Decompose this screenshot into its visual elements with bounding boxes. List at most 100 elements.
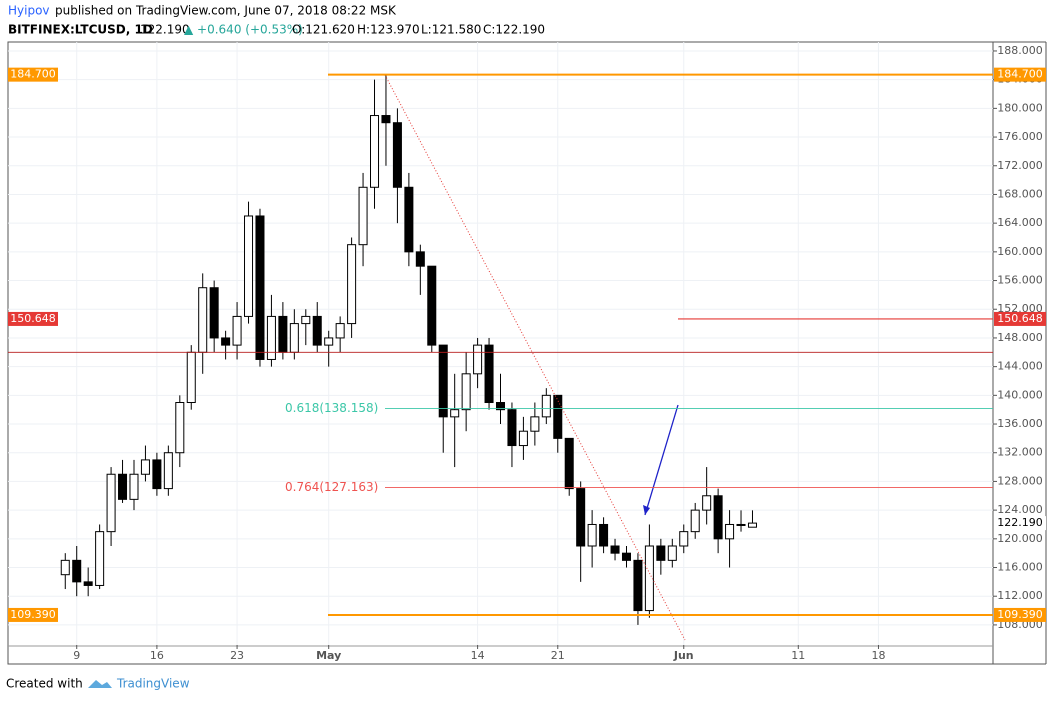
level-badge xyxy=(994,67,1046,82)
last-price-label: 122.190 xyxy=(997,516,1043,529)
author: Hyipov xyxy=(8,4,50,18)
logo xyxy=(88,680,112,688)
candle-body xyxy=(83,581,93,586)
level-label: 150.648 xyxy=(997,312,1043,325)
y-tick-label: 148.000 xyxy=(997,331,1043,344)
y-tick-label: 124.000 xyxy=(997,503,1043,516)
candle-body xyxy=(415,251,425,267)
ohlc-high: H:123.970 xyxy=(357,23,420,37)
y-tick-label: 136.000 xyxy=(997,417,1043,430)
candle-body xyxy=(599,523,609,547)
level-badge xyxy=(8,67,58,82)
candle-body xyxy=(404,186,414,253)
candle-body xyxy=(495,402,506,411)
x-tick-label: 18 xyxy=(871,649,885,662)
arrow-head xyxy=(643,505,650,515)
x-tick-label: 11 xyxy=(791,649,805,662)
x-tick-label: 16 xyxy=(150,649,164,662)
candle-body xyxy=(690,509,700,533)
candle-body xyxy=(312,315,322,346)
y-tick-label: 112.000 xyxy=(997,589,1043,602)
candle-body xyxy=(324,337,334,346)
x-tick-label: 9 xyxy=(73,649,80,662)
ohlc-low: L:121.580 xyxy=(421,23,481,37)
y-tick-label: 156.000 xyxy=(997,274,1043,287)
price: 122.190 xyxy=(140,23,190,37)
x-tick-label: 21 xyxy=(551,649,565,662)
fib-label: 0.618(138.158) xyxy=(285,401,378,415)
candle-body xyxy=(347,244,357,325)
level-label: 184.700 xyxy=(997,68,1043,81)
level-label: 109.390 xyxy=(997,608,1043,621)
candle-body xyxy=(72,559,82,583)
candle-body xyxy=(198,287,208,353)
candle-body xyxy=(667,545,677,561)
candle-body xyxy=(118,473,128,500)
candle-body xyxy=(644,545,654,612)
candle-body xyxy=(736,523,746,526)
candle-body xyxy=(152,459,162,490)
last-price-badge xyxy=(994,516,1046,531)
candle-body xyxy=(461,373,471,411)
level-badge xyxy=(994,607,1046,622)
y-tick-label: 164.000 xyxy=(997,216,1043,229)
trend-line xyxy=(384,74,686,641)
candle-body xyxy=(60,559,70,576)
candle-body xyxy=(370,115,380,188)
candle-body xyxy=(140,459,150,475)
candle-body xyxy=(289,323,299,353)
y-tick-label: 128.000 xyxy=(997,474,1043,487)
candle-body xyxy=(163,452,173,490)
y-tick-label: 132.000 xyxy=(997,446,1043,459)
x-tick-label: 14 xyxy=(471,649,485,662)
candle-body xyxy=(232,315,242,346)
candle-body xyxy=(129,473,139,500)
y-tick-label: 116.000 xyxy=(997,561,1043,574)
candle-body xyxy=(106,473,116,533)
arrow xyxy=(644,404,679,516)
x-tick-label: 23 xyxy=(230,649,244,662)
candle-body xyxy=(450,409,460,418)
ohlc-open: O:121.620 xyxy=(292,23,355,37)
candle-body xyxy=(713,495,723,540)
candle-body xyxy=(278,315,288,353)
candle-body xyxy=(587,523,597,547)
candle-body xyxy=(610,545,620,554)
y-tick-label: 120.000 xyxy=(997,532,1043,545)
y-tick-label: 168.000 xyxy=(997,187,1043,200)
candle-body xyxy=(530,416,540,432)
published: published on TradingView.com, June 07, 2… xyxy=(55,4,397,18)
y-tick-label: 176.000 xyxy=(997,130,1043,143)
candle-body xyxy=(725,523,735,540)
plot-frame xyxy=(7,41,994,665)
candle-body xyxy=(266,315,276,360)
level-badge xyxy=(8,311,58,326)
candle-body xyxy=(633,559,643,612)
candle-body xyxy=(335,323,345,339)
candle-body xyxy=(576,488,586,547)
candle-body xyxy=(747,522,757,528)
candle-body xyxy=(392,122,402,188)
candle-body xyxy=(427,265,437,346)
x-tick-label: Jun xyxy=(673,649,694,662)
candle-body xyxy=(95,531,105,586)
x-tick-label: May xyxy=(316,649,341,662)
candle-body xyxy=(186,351,196,404)
level-label: 184.700 xyxy=(10,68,56,81)
candle-body xyxy=(679,531,689,547)
candle-body xyxy=(438,344,448,418)
fib-label: 0.764(127.163) xyxy=(285,480,378,494)
candle-body xyxy=(541,394,551,418)
y-tick-label: 180.000 xyxy=(997,101,1043,114)
candle-body xyxy=(381,115,391,124)
candle-body xyxy=(255,215,265,360)
y-tick-label: 144.000 xyxy=(997,360,1043,373)
candle-body xyxy=(358,186,368,246)
ohlc-close: C:122.190 xyxy=(483,23,545,37)
footer-created: Created with xyxy=(6,677,83,691)
y-tick-label: 140.000 xyxy=(997,388,1043,401)
candle-body xyxy=(244,215,254,317)
symbol: BITFINEX:LTCUSD, 1D xyxy=(8,23,153,37)
